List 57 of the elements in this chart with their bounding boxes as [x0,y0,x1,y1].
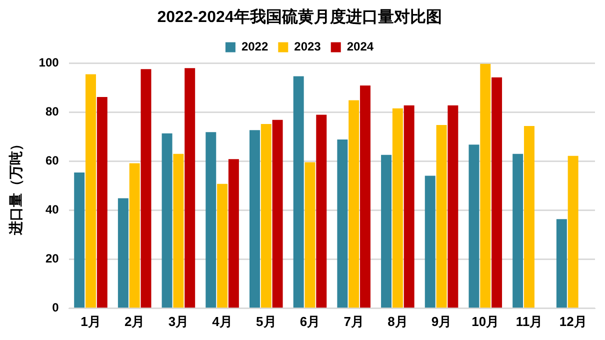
chart-title: 2022-2024年我国硫黄月度进口量对比图 [157,7,442,26]
bar [74,172,85,308]
x-tick-label: 9月 [431,314,452,329]
bar [360,86,370,308]
bar [96,97,108,308]
y-tick-label: 0 [52,300,60,315]
bar [86,74,96,308]
y-tick-label: 60 [45,154,60,168]
bar [316,114,327,308]
bar [228,159,239,308]
bar [524,126,534,308]
bar [217,184,228,308]
bar [173,154,184,308]
x-tick-label: 4月 [212,314,232,329]
x-tick-label: 2月 [124,314,145,329]
bar [468,144,480,308]
bar [381,154,392,308]
legend-label: 2023 [294,40,322,54]
y-tick-label: 80 [45,104,60,119]
y-tick-label: 100 [38,56,60,70]
bar [162,133,172,308]
y-tick-label: 40 [45,202,60,217]
bar [249,130,260,308]
bar [184,68,196,308]
x-tick-label: 3月 [168,314,189,329]
bar [392,108,403,308]
bar [293,76,304,308]
x-tick-label: 10月 [472,314,500,329]
bar [480,64,491,308]
bar [512,154,524,308]
bar [140,69,152,308]
bar [272,120,283,308]
bar [206,132,216,308]
bar [436,124,447,308]
legend-label: 2024 [346,40,374,54]
bar [304,162,316,308]
x-tick-label: 5月 [256,314,276,329]
bar [348,100,360,308]
x-tick-label: 6月 [300,314,320,329]
bar [492,77,502,308]
bar [404,105,414,308]
x-tick-label: 8月 [388,314,408,329]
y-axis-title: 进口量（万吨） [7,136,24,236]
x-tick-label: 1月 [80,314,101,329]
x-tick-label: 12月 [559,314,587,329]
x-tick-label: 11月 [516,314,543,329]
x-tick-label: 7月 [344,314,364,329]
bar [448,105,458,308]
y-tick-label: 20 [45,252,60,266]
bar [260,124,272,308]
legend-label: 2022 [241,40,268,54]
bar [129,163,140,308]
bar [118,198,128,308]
bar [556,219,567,308]
bar [424,176,436,308]
bar [337,139,348,308]
bar [568,156,578,308]
